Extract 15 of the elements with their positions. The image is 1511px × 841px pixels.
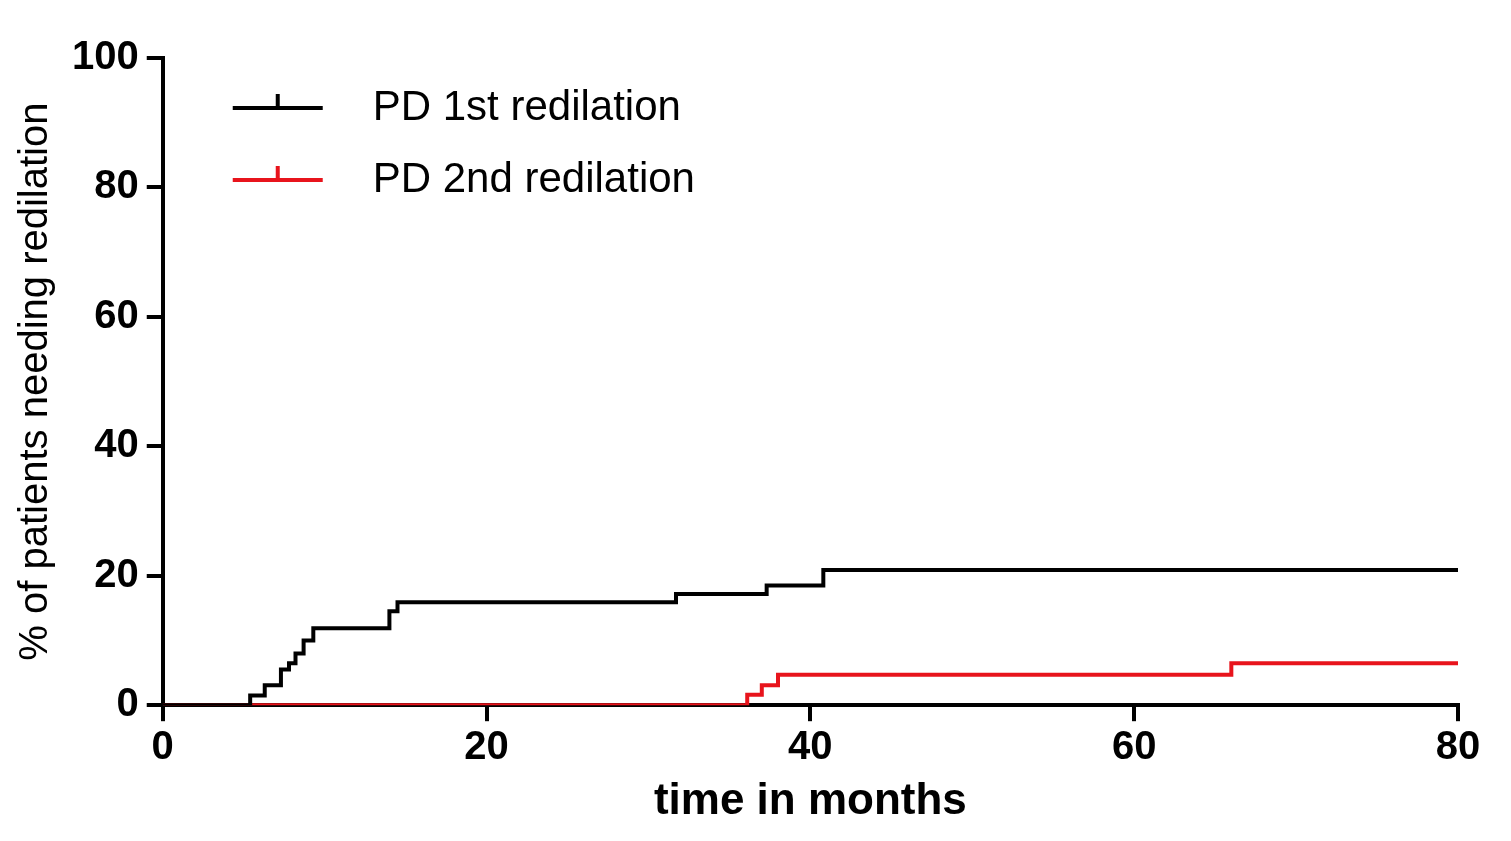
y-tick-label: 20	[94, 550, 139, 595]
x-tick-label: 0	[151, 723, 174, 768]
y-tick-label: 40	[94, 421, 139, 466]
legend-label: PD 1st redilation	[372, 81, 681, 129]
x-tick-label: 40	[788, 723, 833, 768]
y-tick-label: 100	[71, 33, 139, 78]
y-axis-title: % of patients needing redilation	[11, 102, 56, 661]
x-tick-label: 60	[1111, 723, 1157, 768]
x-axis-title: time in months	[653, 773, 967, 823]
x-tick-label: 20	[464, 723, 509, 768]
legend-label: PD 2nd redilation	[372, 153, 695, 201]
y-tick-label: 0	[116, 680, 139, 725]
y-tick-label: 60	[94, 291, 139, 336]
y-tick-label: 80	[94, 162, 139, 207]
x-tick-label: 80	[1435, 723, 1481, 768]
